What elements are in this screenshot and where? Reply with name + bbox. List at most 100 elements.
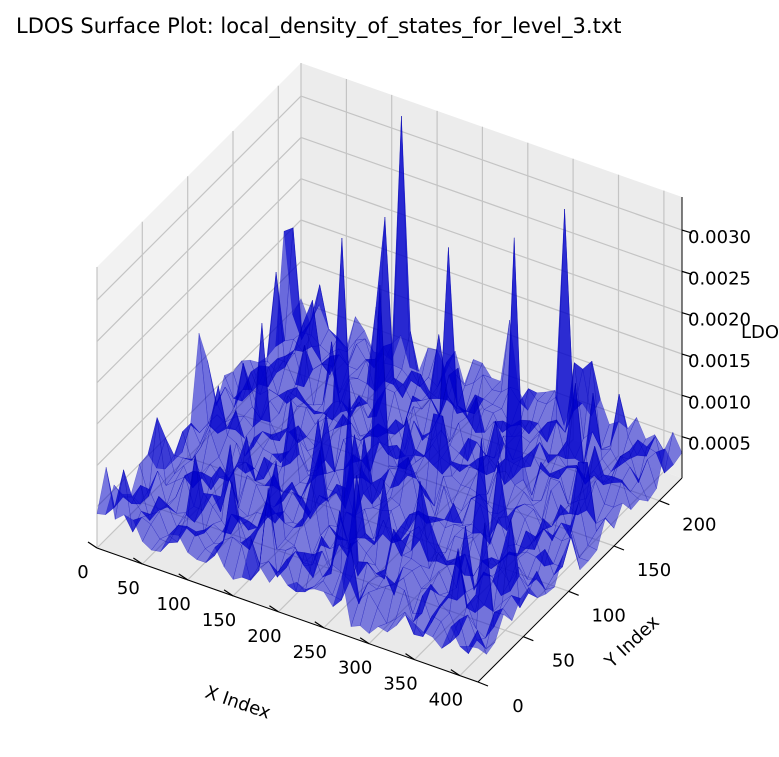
surface-patch — [459, 630, 478, 655]
surface-patch — [278, 558, 297, 593]
surface-patch — [485, 611, 504, 650]
surface-patch — [523, 491, 542, 506]
surface-patch — [514, 479, 533, 502]
surface-patch — [542, 489, 561, 531]
surface-patch — [578, 462, 597, 547]
surface-patch — [195, 529, 215, 550]
x-tick-label: 300 — [338, 658, 372, 679]
surface-patch — [629, 459, 648, 484]
x-axis-line — [96, 547, 479, 683]
surface-patch — [404, 590, 423, 623]
surface-patch — [253, 431, 272, 450]
z-tick-label: 0.0020 — [688, 310, 751, 331]
surface-patch — [200, 428, 220, 475]
surface-patch — [493, 608, 513, 621]
surface-patch — [139, 470, 158, 505]
surface-patch — [570, 536, 589, 571]
surface-patch — [182, 422, 201, 462]
surface-patch — [539, 454, 559, 478]
z-tick — [681, 312, 693, 317]
surface-patch — [535, 548, 554, 567]
surface-patch — [423, 615, 442, 638]
x-tick-label: 0 — [77, 562, 88, 583]
surface-patch — [286, 551, 305, 592]
surface-patch — [444, 502, 463, 529]
z-tick-label: 0.0005 — [688, 434, 751, 455]
z-axis-label: LDOS — [741, 322, 779, 343]
surface-patch — [387, 611, 406, 633]
surface-patch — [165, 437, 184, 475]
y-tick-label: 100 — [591, 605, 625, 626]
surface-patch — [610, 393, 629, 467]
y-grid-line — [187, 176, 569, 592]
surface-patch — [517, 530, 536, 555]
surface-patch — [132, 517, 152, 543]
surface-patch — [517, 551, 537, 580]
surface-patch — [348, 360, 367, 379]
z-tick — [681, 436, 693, 441]
surface-patch — [519, 586, 538, 609]
surface-patch — [165, 465, 184, 486]
surface-patch — [283, 491, 302, 524]
x-tick-label: 350 — [383, 674, 417, 695]
surface-patch — [505, 484, 525, 510]
x-tick-label: 400 — [429, 690, 463, 711]
surface-patch — [235, 410, 254, 457]
surface-patch — [341, 543, 360, 627]
surface-patch — [195, 523, 214, 537]
surface-patch — [638, 458, 657, 502]
surface-patch — [647, 448, 666, 490]
surface-patch — [159, 534, 179, 544]
surface-patch — [646, 435, 665, 474]
surface-patch — [269, 389, 288, 404]
surface-patch — [452, 484, 471, 512]
y-tick — [523, 636, 534, 642]
surface-patch — [425, 476, 444, 517]
surface-patch — [234, 362, 253, 418]
surface-patch — [544, 555, 564, 591]
y-tick — [477, 681, 489, 687]
surface-patch — [302, 481, 321, 557]
surface-patch — [515, 503, 534, 520]
surface-patch — [203, 505, 223, 534]
y-tick-label: 150 — [637, 560, 671, 581]
surface-patch — [150, 538, 170, 552]
surface-patch — [443, 475, 462, 506]
z-tick — [681, 229, 693, 234]
surface-patch — [404, 406, 423, 450]
surface-patch — [553, 534, 572, 576]
surface-patch — [167, 504, 186, 528]
surface-patch — [449, 422, 469, 463]
surface-patch — [268, 358, 287, 396]
surface-patch — [620, 450, 639, 483]
surface-patch — [536, 548, 555, 591]
surface-patch — [232, 545, 251, 581]
surface-patch — [507, 506, 526, 546]
z-tick-label: 0.0010 — [688, 392, 751, 413]
surface-patch — [543, 535, 563, 567]
surface-patch — [285, 545, 304, 564]
y-tick — [659, 500, 670, 506]
surface-patch — [484, 522, 503, 628]
surface-patch — [621, 479, 640, 511]
surface-patch — [385, 392, 404, 435]
surface-patch — [458, 396, 477, 462]
surface-patch — [458, 437, 478, 462]
surface-patch — [604, 476, 623, 508]
z-tick — [681, 353, 693, 358]
z-tick-label: 0.0025 — [688, 268, 751, 289]
surface-patch — [533, 490, 552, 531]
surface-patch — [218, 434, 237, 477]
x-tick-label: 100 — [157, 594, 191, 615]
surface-patch — [148, 417, 167, 497]
y-grid-line — [141, 221, 524, 638]
surface-patch — [377, 618, 397, 633]
y-tick-label: 0 — [512, 696, 523, 717]
surface-patch — [178, 525, 197, 554]
x-tick-label: 50 — [117, 578, 140, 599]
surface-patch — [484, 412, 503, 433]
surface-patch — [587, 517, 606, 551]
surface-patch — [270, 395, 289, 442]
surface-patch — [420, 571, 440, 590]
surface-patch — [483, 404, 503, 414]
